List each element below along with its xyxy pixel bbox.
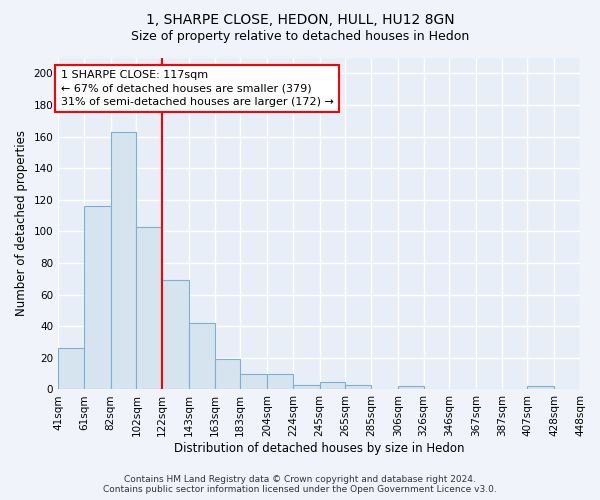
Bar	[398, 386, 424, 390]
Bar	[111, 132, 136, 390]
Bar	[527, 386, 554, 390]
Bar	[189, 323, 215, 390]
Bar	[240, 374, 267, 390]
Bar	[136, 226, 162, 390]
Bar	[84, 206, 111, 390]
X-axis label: Distribution of detached houses by size in Hedon: Distribution of detached houses by size …	[174, 442, 464, 455]
Text: 1, SHARPE CLOSE, HEDON, HULL, HU12 8GN: 1, SHARPE CLOSE, HEDON, HULL, HU12 8GN	[146, 12, 454, 26]
Bar	[215, 360, 240, 390]
Text: 1 SHARPE CLOSE: 117sqm
← 67% of detached houses are smaller (379)
31% of semi-de: 1 SHARPE CLOSE: 117sqm ← 67% of detached…	[61, 70, 334, 106]
Bar	[58, 348, 84, 390]
Bar	[293, 384, 320, 390]
Bar	[320, 382, 346, 390]
Bar	[267, 374, 293, 390]
Bar	[346, 384, 371, 390]
Y-axis label: Number of detached properties: Number of detached properties	[15, 130, 28, 316]
Bar	[162, 280, 189, 390]
Text: Contains HM Land Registry data © Crown copyright and database right 2024.
Contai: Contains HM Land Registry data © Crown c…	[103, 474, 497, 494]
Text: Size of property relative to detached houses in Hedon: Size of property relative to detached ho…	[131, 30, 469, 43]
